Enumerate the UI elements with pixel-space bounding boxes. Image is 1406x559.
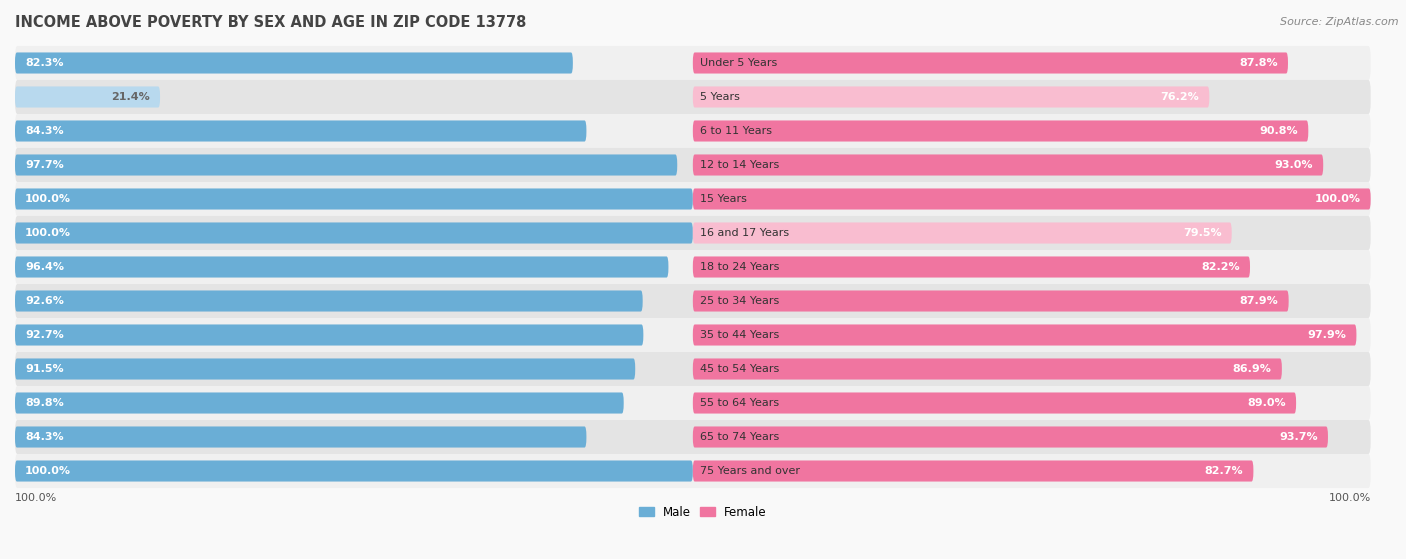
FancyBboxPatch shape — [15, 454, 1371, 488]
Text: Source: ZipAtlas.com: Source: ZipAtlas.com — [1281, 17, 1399, 27]
FancyBboxPatch shape — [693, 154, 1323, 176]
FancyBboxPatch shape — [693, 461, 1253, 481]
Text: 35 to 44 Years: 35 to 44 Years — [693, 330, 786, 340]
FancyBboxPatch shape — [693, 87, 1209, 107]
FancyBboxPatch shape — [693, 324, 1357, 345]
Text: 100.0%: 100.0% — [1315, 194, 1361, 204]
FancyBboxPatch shape — [693, 291, 1289, 311]
Text: 97.9%: 97.9% — [1308, 330, 1347, 340]
FancyBboxPatch shape — [693, 222, 1232, 244]
FancyBboxPatch shape — [15, 257, 668, 277]
Text: 89.0%: 89.0% — [1247, 398, 1286, 408]
FancyBboxPatch shape — [15, 216, 1371, 250]
Text: 82.2%: 82.2% — [1201, 262, 1240, 272]
FancyBboxPatch shape — [693, 120, 1309, 141]
FancyBboxPatch shape — [15, 188, 693, 210]
Text: 25 to 34 Years: 25 to 34 Years — [693, 296, 786, 306]
FancyBboxPatch shape — [15, 291, 643, 311]
Text: 90.8%: 90.8% — [1260, 126, 1298, 136]
Text: 100.0%: 100.0% — [25, 228, 72, 238]
Text: 18 to 24 Years: 18 to 24 Years — [693, 262, 786, 272]
Text: Under 5 Years: Under 5 Years — [693, 58, 785, 68]
Text: 75 Years and over: 75 Years and over — [693, 466, 807, 476]
Text: 21.4%: 21.4% — [111, 92, 150, 102]
FancyBboxPatch shape — [15, 182, 1371, 216]
FancyBboxPatch shape — [693, 53, 1288, 74]
Text: 89.8%: 89.8% — [25, 398, 63, 408]
FancyBboxPatch shape — [15, 120, 586, 141]
Text: 16 and 17 Years: 16 and 17 Years — [693, 228, 796, 238]
Text: INCOME ABOVE POVERTY BY SEX AND AGE IN ZIP CODE 13778: INCOME ABOVE POVERTY BY SEX AND AGE IN Z… — [15, 15, 526, 30]
Text: 87.9%: 87.9% — [1240, 296, 1278, 306]
FancyBboxPatch shape — [15, 250, 1371, 284]
FancyBboxPatch shape — [693, 392, 1296, 414]
FancyBboxPatch shape — [15, 80, 1371, 114]
FancyBboxPatch shape — [15, 222, 693, 244]
Text: 82.7%: 82.7% — [1205, 466, 1243, 476]
Text: 87.8%: 87.8% — [1239, 58, 1278, 68]
Text: 92.7%: 92.7% — [25, 330, 63, 340]
FancyBboxPatch shape — [15, 386, 1371, 420]
FancyBboxPatch shape — [15, 154, 678, 176]
Text: 91.5%: 91.5% — [25, 364, 63, 374]
FancyBboxPatch shape — [15, 114, 1371, 148]
FancyBboxPatch shape — [15, 358, 636, 380]
Text: 100.0%: 100.0% — [1329, 493, 1371, 503]
Text: 93.0%: 93.0% — [1275, 160, 1313, 170]
Text: 93.7%: 93.7% — [1279, 432, 1317, 442]
FancyBboxPatch shape — [693, 358, 1282, 380]
FancyBboxPatch shape — [15, 53, 572, 74]
Text: 100.0%: 100.0% — [25, 194, 72, 204]
Text: 84.3%: 84.3% — [25, 126, 63, 136]
FancyBboxPatch shape — [693, 257, 1250, 277]
Text: 92.6%: 92.6% — [25, 296, 65, 306]
FancyBboxPatch shape — [15, 427, 586, 448]
FancyBboxPatch shape — [15, 46, 1371, 80]
FancyBboxPatch shape — [15, 148, 1371, 182]
FancyBboxPatch shape — [15, 461, 693, 481]
FancyBboxPatch shape — [15, 392, 624, 414]
Text: 15 Years: 15 Years — [693, 194, 754, 204]
FancyBboxPatch shape — [15, 87, 160, 107]
Text: 100.0%: 100.0% — [25, 466, 72, 476]
Text: 55 to 64 Years: 55 to 64 Years — [693, 398, 786, 408]
FancyBboxPatch shape — [15, 352, 1371, 386]
Text: 6 to 11 Years: 6 to 11 Years — [693, 126, 779, 136]
Legend: Male, Female: Male, Female — [634, 501, 772, 523]
Text: 65 to 74 Years: 65 to 74 Years — [693, 432, 786, 442]
Text: 86.9%: 86.9% — [1233, 364, 1271, 374]
Text: 45 to 54 Years: 45 to 54 Years — [693, 364, 786, 374]
Text: 82.3%: 82.3% — [25, 58, 63, 68]
Text: 79.5%: 79.5% — [1182, 228, 1222, 238]
Text: 100.0%: 100.0% — [15, 493, 58, 503]
Text: 5 Years: 5 Years — [693, 92, 747, 102]
Text: 76.2%: 76.2% — [1160, 92, 1199, 102]
FancyBboxPatch shape — [15, 318, 1371, 352]
FancyBboxPatch shape — [15, 324, 644, 345]
Text: 96.4%: 96.4% — [25, 262, 65, 272]
FancyBboxPatch shape — [693, 427, 1327, 448]
Text: 97.7%: 97.7% — [25, 160, 63, 170]
FancyBboxPatch shape — [15, 420, 1371, 454]
Text: 84.3%: 84.3% — [25, 432, 63, 442]
Text: 12 to 14 Years: 12 to 14 Years — [693, 160, 786, 170]
FancyBboxPatch shape — [15, 284, 1371, 318]
FancyBboxPatch shape — [693, 188, 1371, 210]
